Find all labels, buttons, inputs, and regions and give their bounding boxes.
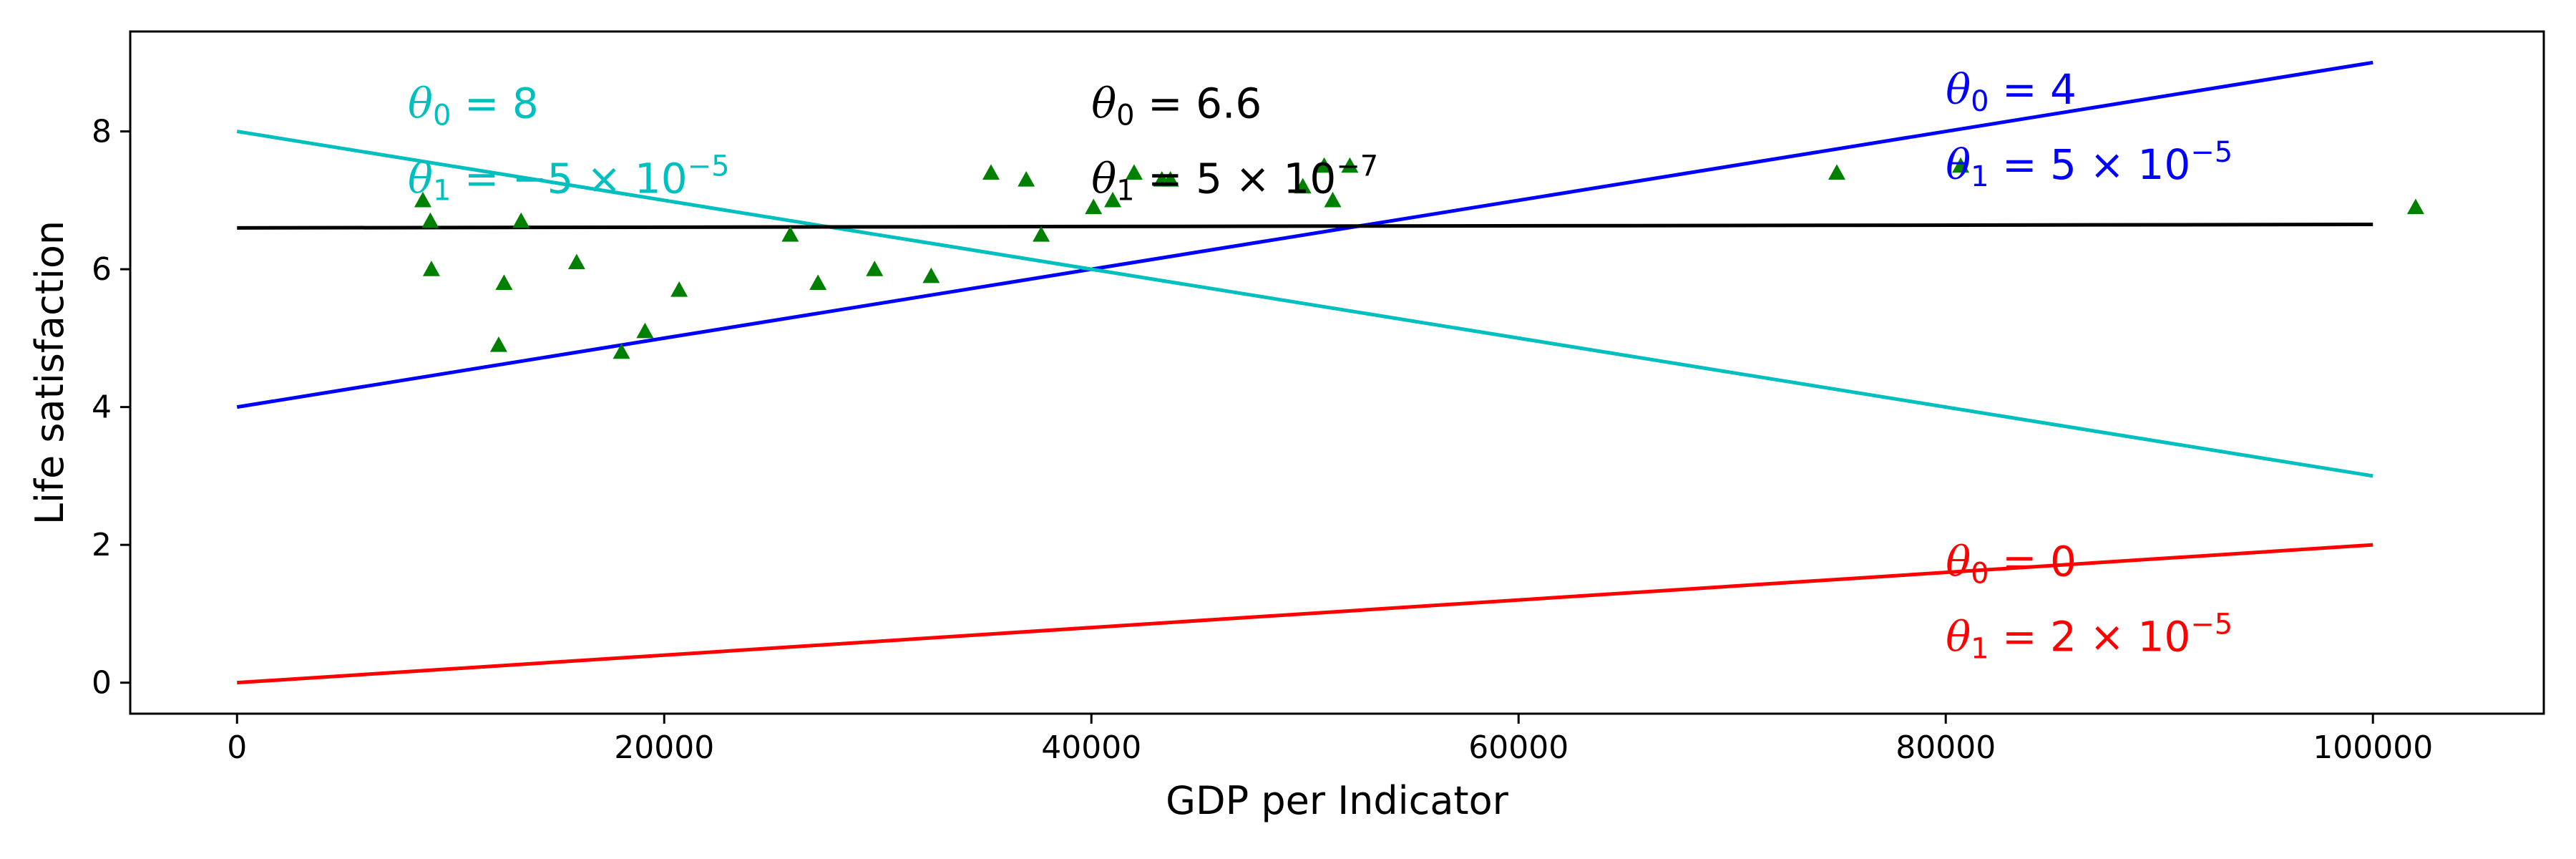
data-point	[1018, 170, 1035, 187]
x-tick-label: 60000	[1468, 729, 1568, 766]
data-point	[670, 281, 688, 297]
data-point	[613, 343, 630, 359]
data-point	[421, 212, 439, 228]
y-tick-label: 4	[92, 389, 112, 426]
y-tick-label: 2	[92, 527, 112, 563]
line-label-0: θ0 = 0 θ1 = 2 × 10−5	[1946, 537, 2233, 665]
data-point	[982, 164, 1000, 180]
theta0-label: θ0 = 0	[1946, 537, 2077, 590]
data-point	[2406, 198, 2424, 215]
data-point	[422, 261, 440, 276]
y-tick-label: 8	[92, 114, 112, 150]
data-point	[1104, 191, 1122, 208]
data-point	[1125, 164, 1143, 180]
line-series-1	[236, 60, 2373, 409]
data-point	[1161, 170, 1179, 187]
line-series-2	[236, 130, 2373, 478]
theta1-label: θ1 = −5 × 10−5	[408, 150, 730, 207]
y-axis-title: Life satisfaction	[27, 220, 72, 525]
line-annotations: θ0 = 0θ1 = 2 × 10−5θ0 = 4θ1 = 5 × 10−5θ0…	[408, 65, 2233, 665]
data-point	[567, 253, 585, 270]
y-tick-label: 0	[92, 665, 112, 702]
line-label-3: θ0 = 6.6 θ1 = 5 × 10−7	[1091, 79, 1378, 207]
line-label-1: θ0 = 4 θ1 = 5 × 10−5	[1946, 65, 2233, 193]
theta0-label: θ0 = 4	[1946, 65, 2077, 118]
data-point	[1341, 157, 1359, 173]
theta0-label: θ0 = 6.6	[1091, 79, 1262, 132]
data-point	[1033, 225, 1050, 242]
line-series-0	[237, 543, 2373, 685]
plot-area	[129, 30, 2545, 715]
x-tick-label: 0	[227, 729, 247, 766]
line-series-layer	[236, 60, 2373, 685]
theta1-label: θ1 = 5 × 10−7	[1091, 150, 1378, 207]
theta1-label: θ1 = 2 × 10−5	[1946, 608, 2233, 665]
theta1-label: θ1 = 5 × 10−5	[1946, 136, 2233, 193]
data-point	[512, 212, 530, 228]
data-point	[1315, 157, 1333, 173]
data-point	[1294, 178, 1312, 194]
theta0-label: θ0 = 8	[408, 79, 539, 132]
x-axis-title: GDP per Indicator	[1166, 778, 1508, 823]
line-series-3	[237, 223, 2373, 230]
data-point	[489, 336, 507, 352]
data-point	[1952, 157, 1970, 173]
x-tick-label: 80000	[1896, 729, 1996, 766]
data-point	[636, 322, 654, 339]
data-point	[1324, 191, 1342, 208]
x-tick-label: 20000	[614, 729, 714, 766]
x-tick-label: 100000	[2313, 729, 2433, 766]
data-point	[809, 274, 827, 290]
data-point	[495, 274, 513, 290]
y-axis: 0 2 4 6 8	[92, 114, 130, 702]
data-point	[781, 225, 799, 242]
data-point	[866, 261, 884, 276]
x-axis: 0 20000 40000 60000 80000 100000	[227, 714, 2433, 766]
data-point	[414, 191, 431, 208]
line-label-2: θ0 = 8 θ1 = −5 × 10−5	[408, 79, 730, 207]
x-tick-label: 40000	[1041, 729, 1141, 766]
data-point	[1828, 164, 1845, 180]
scatter-points-layer	[414, 157, 2424, 359]
data-point	[922, 267, 940, 283]
data-point	[1085, 198, 1103, 215]
y-tick-label: 6	[92, 251, 112, 288]
